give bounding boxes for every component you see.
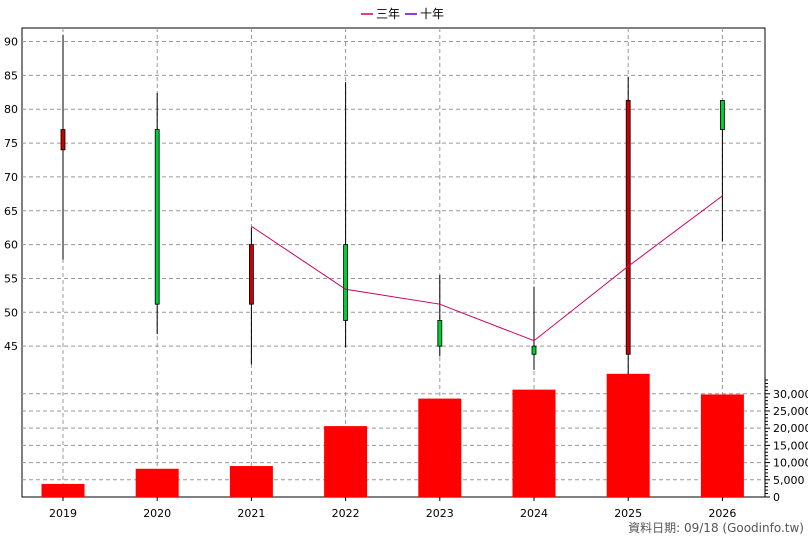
candle-body — [60, 129, 66, 151]
legend-label-3y: 三年 — [376, 7, 400, 21]
volume-tick-label: 0 — [773, 491, 780, 504]
volume-tick-label: 10,000 — [773, 457, 808, 470]
candle-body — [531, 345, 537, 355]
x-tick-label: 2026 — [708, 507, 736, 520]
x-tick-label: 2022 — [332, 507, 360, 520]
x-tick-label: 2023 — [426, 507, 454, 520]
x-tick-label: 2024 — [520, 507, 548, 520]
candle-body — [437, 320, 443, 347]
volume-bar — [41, 483, 85, 497]
price-tick-label: 50 — [4, 306, 18, 319]
volume-bar — [512, 389, 556, 497]
x-tick-label: 2025 — [614, 507, 642, 520]
price-tick-label: 45 — [4, 340, 18, 353]
legend-label-10y: 十年 — [420, 7, 444, 21]
price-tick-label: 70 — [4, 171, 18, 184]
legend: 三年 十年 — [361, 7, 444, 21]
volume-tick-label: 30,000 — [773, 388, 808, 401]
price-tick-label: 85 — [4, 69, 18, 82]
candle-body — [343, 244, 349, 321]
plot-area: 45 50 55 60 65 70 75 80 85 90 0 5,000 10,000 15,000 20… — [4, 27, 808, 520]
x-tick-label: 2020 — [143, 507, 171, 520]
volume-bar — [418, 398, 462, 497]
volume-tick-label: 15,000 — [773, 439, 808, 452]
candle-body — [154, 129, 160, 305]
candle-body — [720, 100, 725, 130]
chart-frame — [21, 27, 766, 498]
volume-bar — [700, 394, 744, 497]
price-tick-label: 65 — [4, 205, 18, 218]
ma-3y-line — [251, 195, 723, 342]
x-tick-label: 2021 — [237, 507, 265, 520]
data-date-footer: 資料日期: 09/18 (Goodinfo.tw) — [628, 521, 804, 535]
volume-bar — [229, 466, 273, 497]
price-tick-label: 60 — [4, 239, 18, 252]
price-tick-label: 55 — [4, 272, 18, 285]
candle-body — [248, 244, 254, 305]
volume-bar — [606, 373, 650, 497]
volume-bar — [135, 468, 179, 497]
volume-bar — [324, 426, 368, 497]
volume-tick-label: 5,000 — [773, 474, 805, 487]
candle-body — [625, 100, 631, 355]
price-tick-label: 75 — [4, 137, 18, 150]
volume-tick-label: 25,000 — [773, 405, 808, 418]
price-tick-label: 90 — [4, 36, 18, 49]
x-tick-label: 2019 — [49, 507, 77, 520]
price-tick-label: 80 — [4, 103, 18, 116]
volume-tick-label: 20,000 — [773, 422, 808, 435]
